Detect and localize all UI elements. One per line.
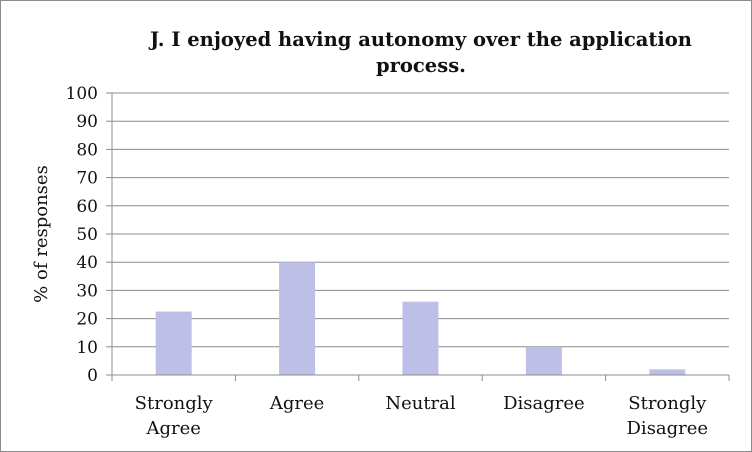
x-category-label: Strongly (135, 393, 214, 414)
axes (106, 92, 730, 381)
y-tick-label: 10 (76, 338, 98, 358)
y-tick-label: 90 (76, 112, 98, 132)
bar (649, 369, 686, 375)
x-category-label: Disagree (627, 418, 709, 439)
y-tick-label: 30 (76, 281, 98, 301)
chart-title-line-1: J. I enjoyed having autonomy over the ap… (148, 28, 692, 51)
gridlines (112, 92, 729, 348)
y-tick-label: 70 (76, 169, 98, 189)
chart-title-line-2: process. (376, 54, 466, 77)
y-tick-label: 40 (76, 253, 98, 273)
y-tick-label: 80 (76, 140, 98, 160)
x-category-label: Agree (269, 393, 324, 414)
y-axis-label: % of responses (31, 165, 52, 303)
y-tick-label: 20 (76, 310, 98, 330)
bar (279, 262, 316, 375)
bar (402, 301, 439, 375)
x-category-label: Agree (145, 418, 200, 439)
bar (155, 311, 192, 375)
y-tick-label: 0 (87, 366, 98, 386)
x-category-label: Neutral (385, 393, 456, 414)
bars (155, 262, 686, 375)
x-category-label: Disagree (503, 393, 585, 414)
y-tick-label: 50 (76, 225, 98, 245)
bar (525, 346, 562, 375)
y-tick-label: 100 (66, 84, 98, 104)
y-tick-label: 60 (76, 197, 98, 217)
tick-labels: 0 10 20 30 40 50 60 70 80 90 100 Strongly Agree Agree… (66, 84, 709, 439)
x-category-label: Strongly (628, 393, 707, 414)
